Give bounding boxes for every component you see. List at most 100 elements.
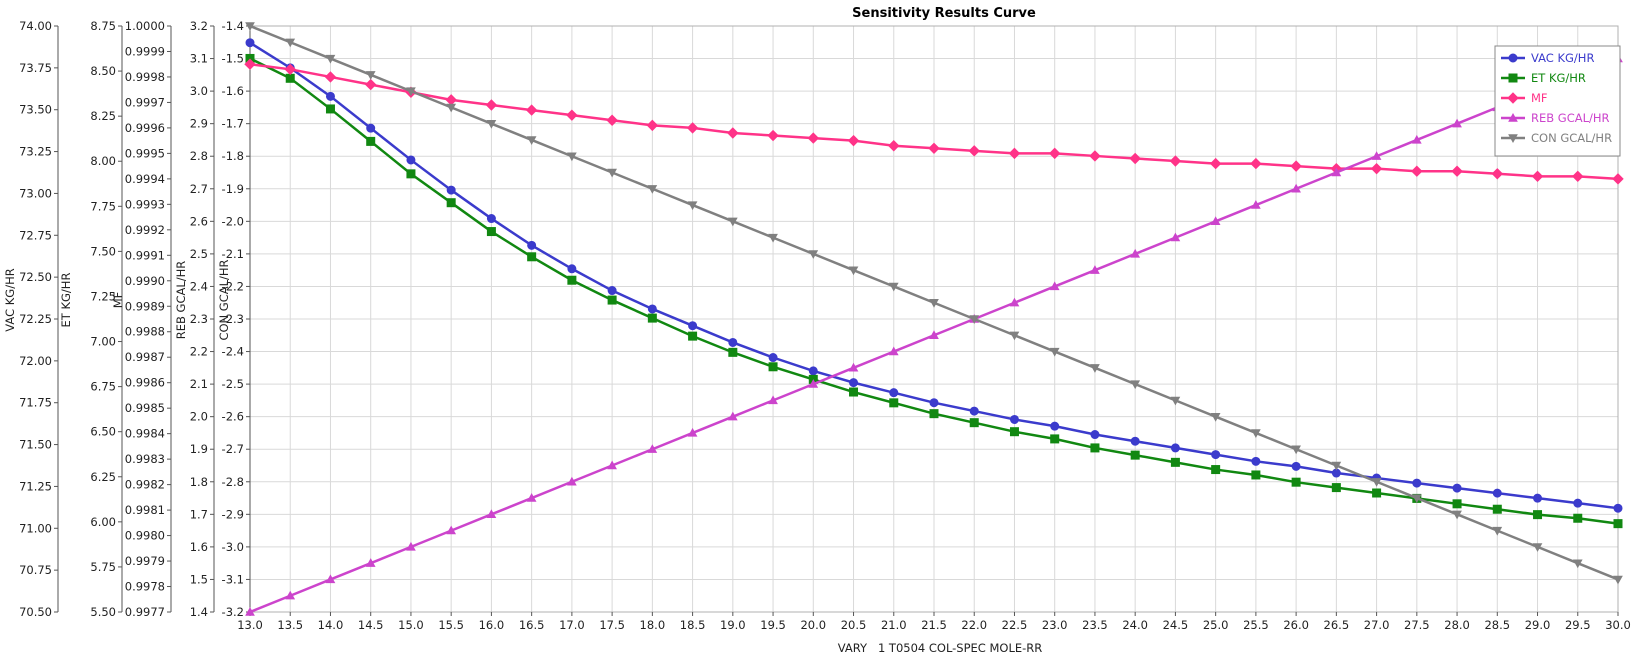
legend-item[interactable]: CON GCAL/HR (1501, 131, 1612, 145)
y-tick-label: 0.9984 (125, 427, 165, 441)
data-point (1009, 297, 1020, 307)
y-tick-label: 7.50 (90, 244, 116, 258)
data-point (1049, 281, 1060, 291)
data-point (688, 331, 698, 341)
y-tick-label: 1.8 (190, 475, 208, 489)
data-point (406, 169, 416, 179)
data-point (1371, 478, 1382, 487)
data-point (808, 250, 819, 259)
chart-title: Sensitivity Results Curve (852, 6, 1036, 21)
y-tick-label: 0.9998 (125, 70, 165, 84)
data-point (768, 395, 778, 405)
data-point (969, 418, 979, 428)
data-point (968, 145, 980, 157)
data-point (647, 313, 657, 323)
data-point (446, 185, 456, 195)
x-tick-label: 29.5 (1565, 618, 1591, 632)
x-tick-label: 16.0 (479, 618, 505, 632)
data-point (567, 476, 577, 486)
legend-item[interactable]: REB GCAL/HR (1501, 111, 1610, 125)
y-tick-label: 0.9988 (125, 325, 165, 339)
data-point (808, 379, 819, 388)
series-0 (245, 38, 1623, 513)
legend-item[interactable]: ET KG/HR (1501, 71, 1586, 85)
y-tick-label: 8.75 (90, 19, 116, 33)
data-point (284, 63, 296, 76)
data-point (1411, 134, 1422, 144)
data-point (1291, 477, 1301, 487)
y-tick-label: -3.2 (222, 605, 244, 619)
legend-swatch-marker (1507, 92, 1519, 104)
data-point (647, 304, 657, 314)
y-tick-label: 71.00 (19, 521, 52, 535)
data-point (1210, 216, 1221, 226)
data-point (1170, 443, 1180, 453)
data-point (1370, 162, 1383, 175)
data-point (1371, 151, 1382, 160)
y-tick-label: 71.75 (19, 396, 52, 410)
y-axis-1: 5.50 5.75 6.00 6.25 6.50 6.75 7.00 7.25 7.50 7.75… (59, 19, 123, 619)
legend-item[interactable]: MF (1501, 91, 1548, 105)
data-point (727, 217, 738, 227)
data-point (808, 366, 818, 376)
data-point (1049, 347, 1060, 357)
y-tick-label: -1.9 (222, 182, 244, 196)
y-tick-label: 0.9982 (125, 478, 165, 492)
data-point (727, 411, 738, 421)
data-point (1331, 461, 1342, 471)
data-point (1331, 167, 1342, 177)
data-point (1251, 429, 1261, 438)
y-tick-label: 1.5 (190, 572, 208, 586)
data-point (929, 299, 939, 308)
data-point (1170, 457, 1180, 467)
y-tick-label: 0.9986 (125, 376, 165, 390)
legend[interactable]: VAC KG/HR ET KG/HR MF REB GCAL/HR CON GCAL/H… (1494, 45, 1621, 157)
data-point (1331, 483, 1341, 493)
data-point (325, 91, 335, 101)
y-tick-label: 73.50 (19, 103, 52, 117)
data-point (325, 54, 336, 64)
y-axis-label: CON GCAL/HR (217, 259, 231, 340)
y-tick-label: 1.7 (190, 507, 208, 521)
y-tick-label: 6.75 (90, 380, 116, 394)
y-tick-label: 5.75 (90, 560, 116, 574)
legend-label: ET KG/HR (1531, 71, 1586, 85)
x-tick-label: 26.5 (1324, 618, 1350, 632)
data-point (567, 275, 577, 285)
data-point (486, 214, 496, 224)
data-point (364, 78, 377, 91)
data-point (728, 347, 738, 357)
y-tick-label: 2.9 (190, 117, 208, 131)
y-tick-label: 72.75 (19, 228, 52, 242)
legend-label: REB GCAL/HR (1531, 111, 1610, 125)
data-point (606, 114, 618, 126)
data-point (1130, 450, 1140, 460)
data-point (1492, 488, 1502, 498)
y-tick-label: 0.9997 (125, 95, 165, 109)
x-tick-label: 27.5 (1404, 618, 1430, 632)
data-point (365, 71, 376, 80)
y-tick-label: 2.4 (190, 279, 208, 293)
y-tick-label: -3.1 (222, 572, 244, 586)
legend-item[interactable]: VAC KG/HR (1501, 51, 1594, 65)
x-tick-label: 20.5 (841, 618, 867, 632)
y-tick-label: 0.9977 (125, 605, 165, 619)
data-point (1572, 170, 1584, 183)
x-tick-label: 26.0 (1283, 618, 1309, 632)
y-tick-label: 0.9983 (125, 452, 165, 466)
x-tick-label: 24.5 (1163, 618, 1189, 632)
y-tick-label: -1.7 (222, 117, 244, 131)
x-tick-label: 25.5 (1243, 618, 1269, 632)
x-tick-label: 24.0 (1122, 618, 1148, 632)
y-tick-label: -2.9 (222, 507, 244, 521)
data-point (325, 574, 336, 584)
data-point (1452, 499, 1462, 509)
data-point (1169, 155, 1182, 167)
legend-label: MF (1531, 91, 1548, 105)
data-point (687, 201, 698, 211)
x-tick-label: 23.0 (1042, 618, 1068, 632)
data-point (728, 337, 738, 347)
y-tick-label: 8.50 (90, 64, 116, 78)
data-point (1130, 248, 1141, 258)
y-axis-label: VAC KG/HR (3, 268, 17, 331)
